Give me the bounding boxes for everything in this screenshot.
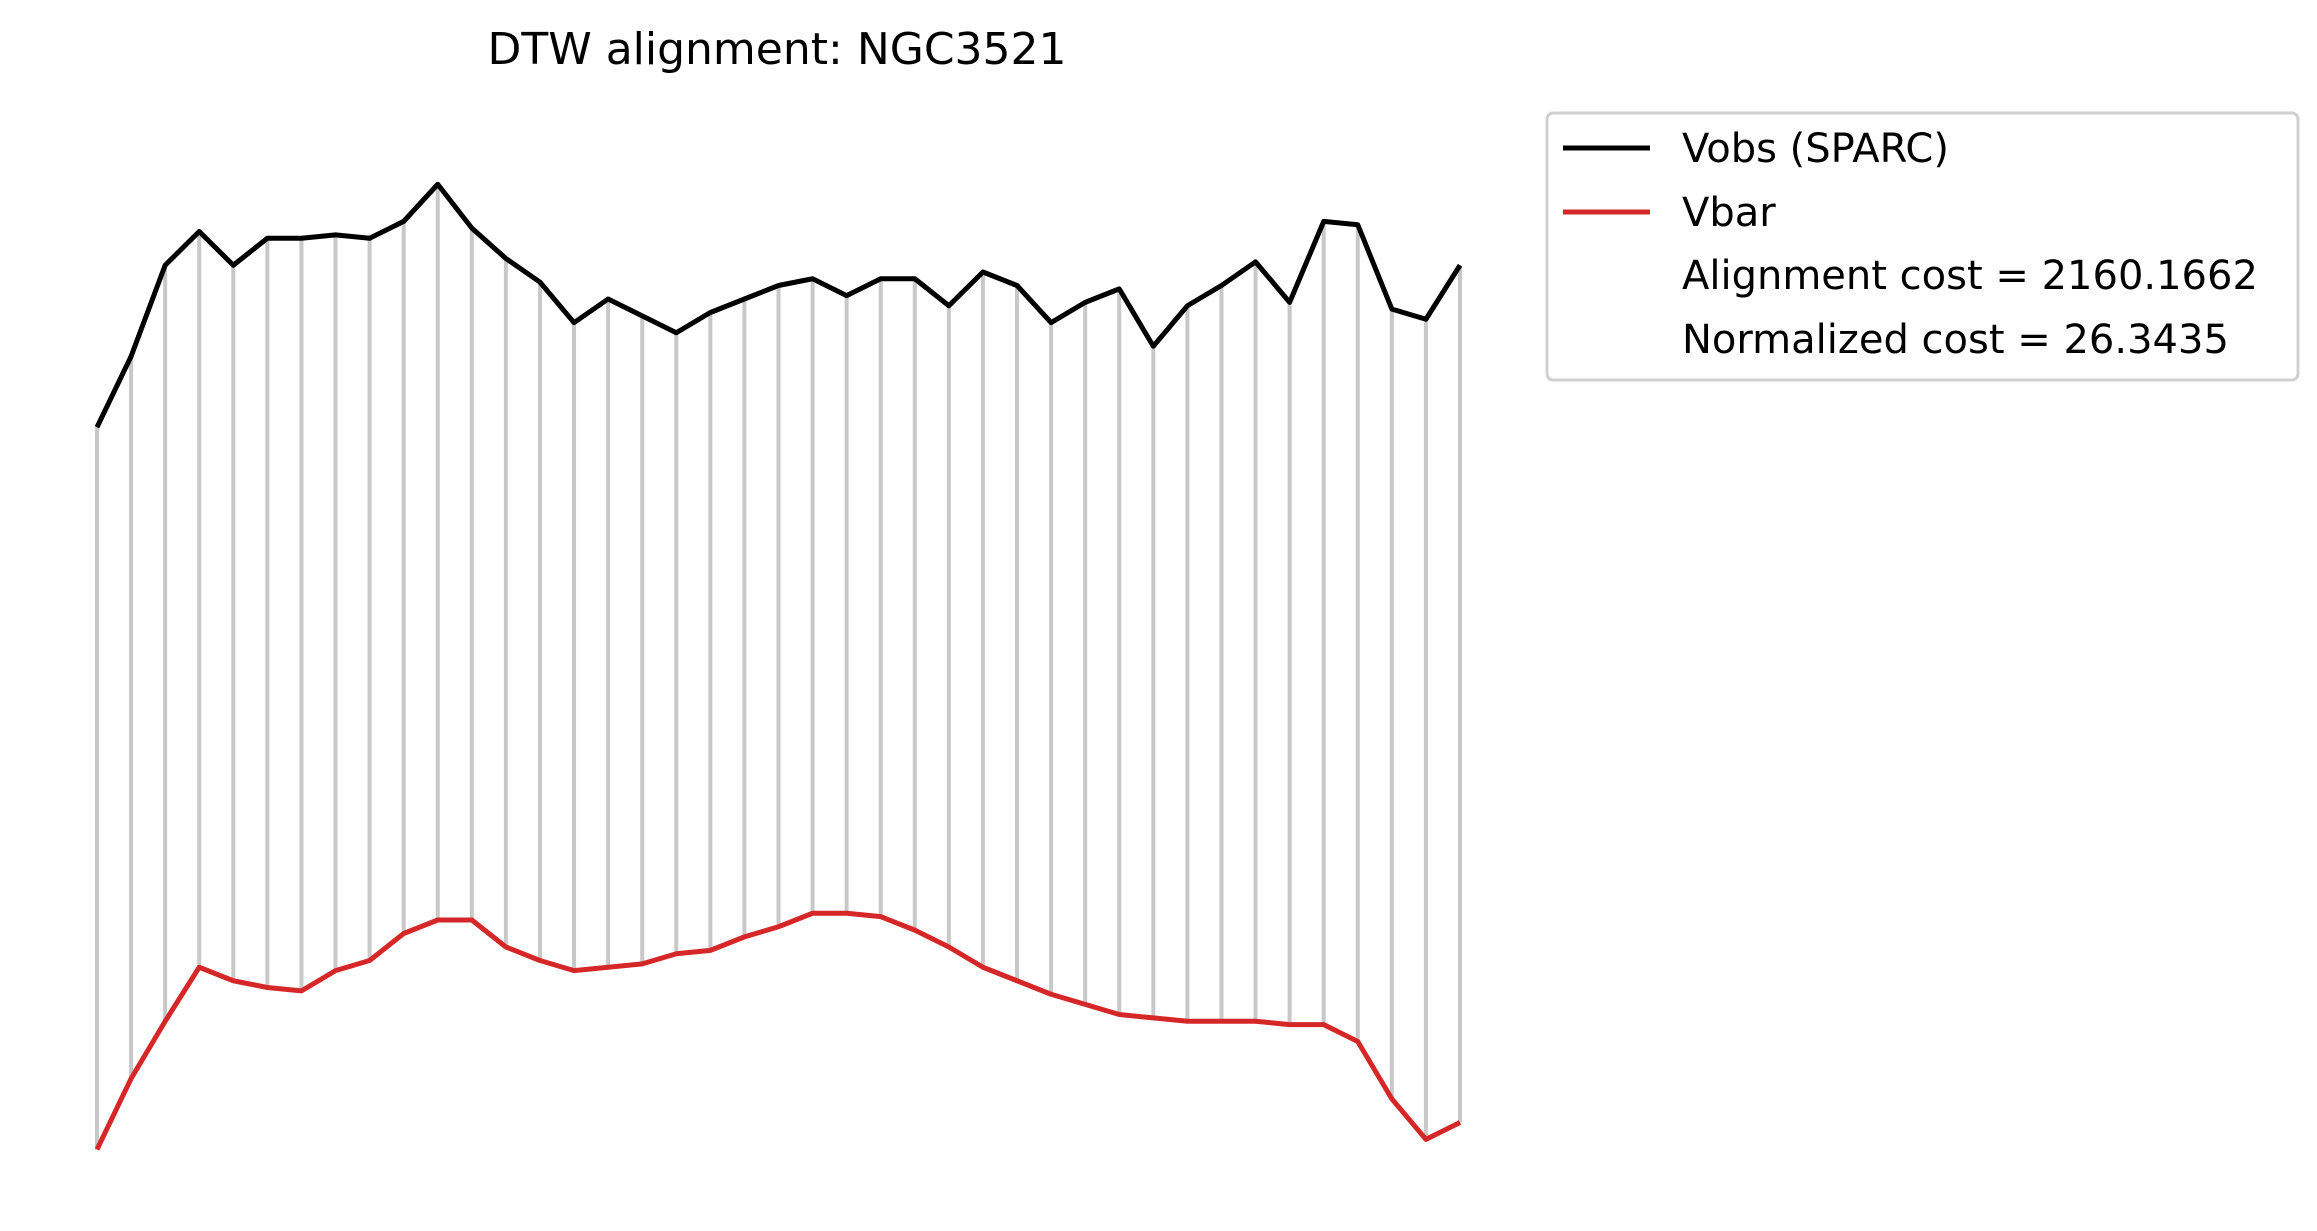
chart-title: DTW alignment: NGC3521: [487, 24, 1066, 75]
legend-label-vbar: Vbar: [1682, 190, 1776, 236]
alignment-cost-annotation: Alignment cost = 2160.1662: [1682, 253, 2258, 299]
normalized-cost-annotation: Normalized cost = 26.3435: [1682, 317, 2229, 363]
legend: Vobs (SPARC) Vbar Alignment cost = 2160.…: [1545, 111, 2300, 382]
series-line-vobs: [94, 181, 1463, 429]
alignment-lines: [95, 184, 1462, 1150]
series-line-vbar: [94, 910, 1462, 1151]
legend-label-vobs: Vobs (SPARC): [1682, 126, 1949, 172]
legend-frame: [1545, 111, 2300, 382]
